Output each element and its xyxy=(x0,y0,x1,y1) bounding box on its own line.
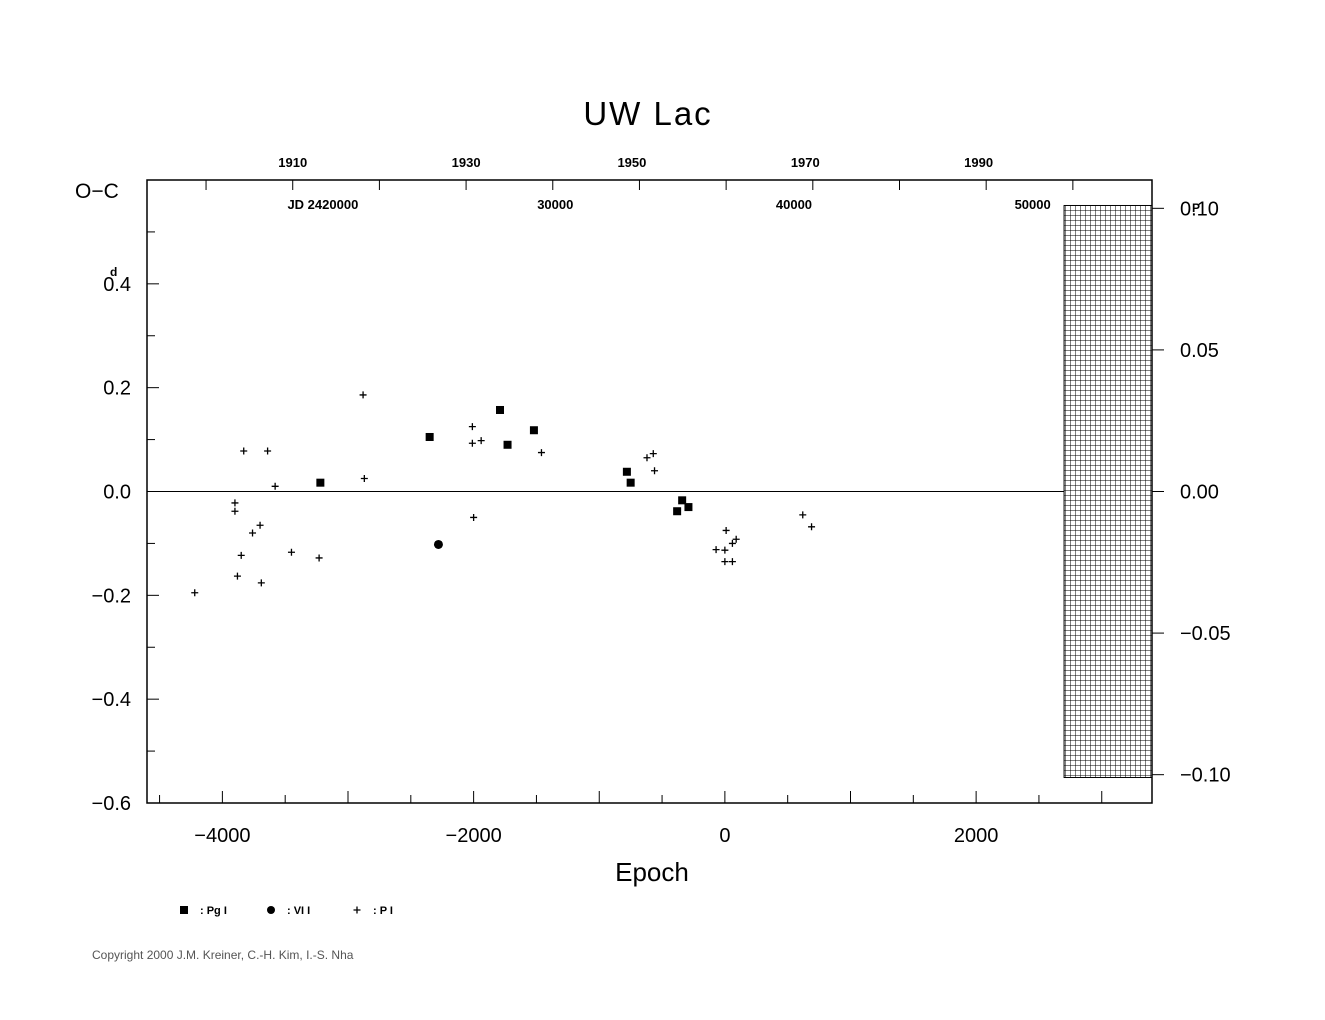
point-p xyxy=(264,447,272,455)
point-p xyxy=(359,391,367,399)
legend-marker-plus xyxy=(353,906,361,914)
jd-label: JD 2420000 xyxy=(287,197,358,212)
y-tick-label: −0.4 xyxy=(92,689,131,711)
y-unit-label: d xyxy=(110,265,117,279)
y2-tick-label: −0.05 xyxy=(1180,623,1231,645)
x-tick-label: 2000 xyxy=(954,825,999,847)
jd-label: 30000 xyxy=(537,197,573,212)
y-tick-label: 0.4 xyxy=(103,274,131,296)
axis-ticks xyxy=(147,180,1164,804)
point-p xyxy=(240,447,248,455)
legend-label: : VI I xyxy=(287,905,310,917)
year-label: 1910 xyxy=(278,155,307,170)
y2-tick-label: 0.10 xyxy=(1180,198,1219,220)
y-axis-label: O−C xyxy=(75,180,119,203)
point-p xyxy=(732,535,740,543)
chart-title: UW Lac xyxy=(583,95,712,132)
legend: : Pg I : VI I : P I xyxy=(180,905,393,917)
y2-unit-label: P xyxy=(1192,201,1200,215)
point-p xyxy=(231,507,239,515)
point-pg xyxy=(684,503,693,512)
point-p xyxy=(360,475,368,483)
point-p xyxy=(643,454,651,462)
y2-tick-label: −0.10 xyxy=(1180,765,1231,787)
point-p xyxy=(191,589,199,597)
x-tick-label: 0 xyxy=(719,825,730,847)
legend-marker-circle xyxy=(267,906,275,914)
point-pg xyxy=(496,405,505,414)
point-p xyxy=(651,467,659,475)
point-pg xyxy=(626,478,635,487)
point-p xyxy=(271,482,279,490)
year-label: 1970 xyxy=(791,155,820,170)
point-p xyxy=(233,572,241,580)
point-p xyxy=(728,558,736,566)
data-points xyxy=(191,391,816,597)
x-axis-label: Epoch xyxy=(615,857,689,887)
point-vi xyxy=(433,539,443,549)
jd-label: 40000 xyxy=(776,197,812,212)
point-p xyxy=(808,523,816,531)
point-p xyxy=(315,554,323,562)
point-pg xyxy=(529,426,538,435)
year-label: 1950 xyxy=(617,155,646,170)
point-pg xyxy=(425,432,434,441)
y-tick-label: −0.6 xyxy=(92,793,131,815)
y-tick-label: 0.0 xyxy=(103,482,131,504)
point-p xyxy=(712,546,720,554)
tick-labels: −4000 −2000 0 2000 0.4 0.2 0.0 −0.2 −0.4 −0.6 0.10… xyxy=(92,155,1231,847)
legend-label: : P I xyxy=(373,905,393,917)
point-p xyxy=(799,511,807,519)
y-tick-label: 0.2 xyxy=(103,378,131,400)
point-p xyxy=(468,439,476,447)
point-p xyxy=(722,526,730,534)
point-p xyxy=(231,499,239,507)
point-p xyxy=(721,546,729,554)
hatched-region xyxy=(1063,204,1153,779)
point-p xyxy=(537,449,545,457)
point-p xyxy=(649,450,657,458)
x-tick-label: −2000 xyxy=(446,825,502,847)
jd-label: 50000 xyxy=(1015,197,1051,212)
point-pg xyxy=(503,440,512,449)
point-p xyxy=(237,551,245,559)
point-pg xyxy=(316,478,325,487)
point-pg xyxy=(678,496,687,505)
y-tick-label: −0.2 xyxy=(92,585,131,607)
x-tick-label: −4000 xyxy=(194,825,250,847)
y2-tick-label: 0.05 xyxy=(1180,340,1219,362)
year-label: 1930 xyxy=(452,155,481,170)
point-p xyxy=(256,521,264,529)
point-p xyxy=(249,529,257,537)
point-p xyxy=(468,423,476,431)
legend-label: : Pg I xyxy=(200,905,227,917)
point-p xyxy=(257,579,265,587)
point-p xyxy=(721,558,729,566)
y2-tick-label: 0.00 xyxy=(1180,482,1219,504)
legend-marker-square xyxy=(180,906,188,914)
point-p xyxy=(470,513,478,521)
point-pg xyxy=(673,507,682,516)
point-pg xyxy=(622,467,631,476)
point-p xyxy=(477,437,485,445)
copyright-text: Copyright 2000 J.M. Kreiner, C.-H. Kim, … xyxy=(92,948,354,962)
year-label: 1990 xyxy=(964,155,993,170)
point-p xyxy=(287,548,295,556)
point-p xyxy=(728,539,736,547)
